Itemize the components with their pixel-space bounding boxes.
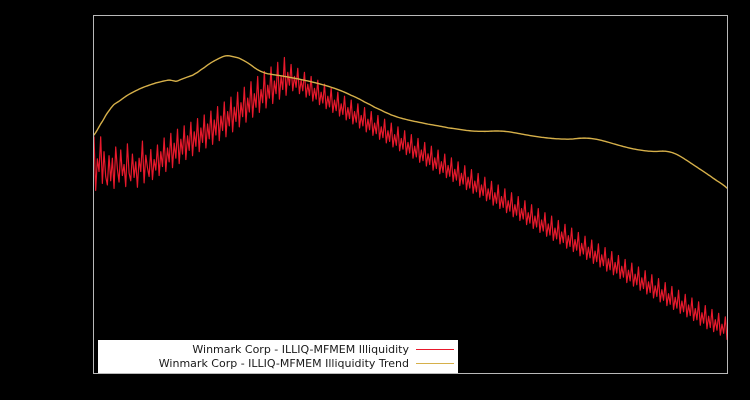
series-line-illiquidity [94,56,727,341]
y-axis: 100000000 1000000 10000 100 1 [0,0,90,400]
chart-canvas [94,54,727,341]
legend-color-swatch [416,363,454,365]
legend-label: Winmark Corp - ILLIQ-MFMEM Illiquidity [192,342,409,356]
legend-color-swatch [416,348,454,350]
legend-entry-illiquidity-trend: Winmark Corp - ILLIQ-MFMEM Illiquidity T… [98,357,454,372]
legend-entry-illiquidity: Winmark Corp - ILLIQ-MFMEM Illiquidity [98,342,454,357]
plot-area [93,15,728,374]
chart-legend: Winmark Corp - ILLIQ-MFMEM Illiquidity W… [98,340,458,373]
legend-label: Winmark Corp - ILLIQ-MFMEM Illiquidity T… [158,357,409,371]
series-line-illiquidity-trend [94,54,727,189]
